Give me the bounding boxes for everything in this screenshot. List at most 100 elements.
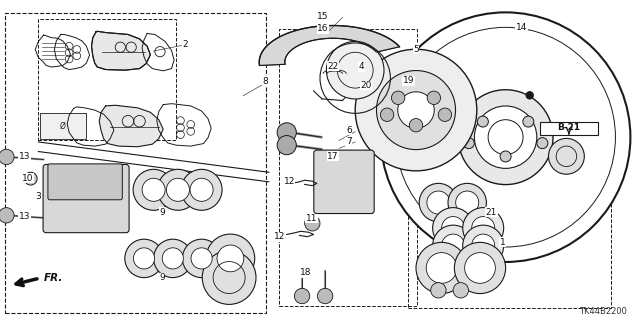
Text: 22: 22 [327,62,339,71]
Circle shape [163,248,184,269]
Text: 5: 5 [413,45,419,54]
Circle shape [463,137,474,149]
Text: 18: 18 [300,268,312,277]
Text: FR.: FR. [44,272,63,283]
Circle shape [376,70,456,150]
Text: 21: 21 [486,208,497,217]
Text: 19: 19 [403,76,414,85]
Bar [408,179,611,308]
Bar [279,29,417,306]
Circle shape [133,169,174,210]
Circle shape [433,208,474,249]
Polygon shape [99,105,163,147]
FancyBboxPatch shape [48,164,122,200]
Circle shape [125,239,163,278]
Circle shape [294,288,310,304]
Polygon shape [259,26,399,65]
Circle shape [142,178,165,201]
Circle shape [448,183,486,222]
Circle shape [500,151,511,162]
Text: 8: 8 [263,77,268,86]
Text: 12: 12 [284,177,295,186]
Circle shape [0,149,14,165]
Circle shape [157,169,198,210]
Circle shape [317,288,333,304]
Circle shape [0,208,14,223]
Text: TK44B2200: TK44B2200 [579,307,627,315]
Circle shape [523,116,534,127]
Circle shape [190,178,213,201]
Text: 15: 15 [317,12,329,21]
Text: 7: 7 [346,137,351,146]
Circle shape [465,253,495,283]
Circle shape [426,253,457,283]
Circle shape [463,225,504,266]
Bar [38,19,176,140]
Text: 2: 2 [183,40,188,48]
FancyBboxPatch shape [314,150,374,213]
Circle shape [381,12,630,262]
Circle shape [537,137,548,149]
Circle shape [206,234,255,283]
Bar [40,113,86,139]
Text: 10: 10 [22,174,33,182]
Text: 17: 17 [327,152,339,161]
Bar [538,123,602,191]
Circle shape [472,217,495,240]
Circle shape [202,251,256,304]
Text: 11: 11 [306,214,317,223]
Text: 3: 3 [36,192,41,201]
Text: 20: 20 [360,81,372,90]
Circle shape [182,239,221,278]
Circle shape [277,136,296,155]
Circle shape [419,183,458,222]
Circle shape [410,119,422,132]
Text: 13: 13 [19,152,30,161]
Text: 13: 13 [19,212,30,221]
Circle shape [548,138,584,174]
Polygon shape [92,31,150,70]
Circle shape [154,239,192,278]
Text: 6: 6 [346,126,351,135]
Text: 4: 4 [359,63,364,71]
Circle shape [355,49,477,171]
Circle shape [305,216,320,231]
Circle shape [134,248,155,269]
Circle shape [433,225,474,266]
Text: Ø: Ø [60,122,66,130]
Circle shape [526,92,534,99]
Bar [5,13,266,313]
Circle shape [472,234,495,257]
Circle shape [392,91,405,105]
Circle shape [380,108,394,122]
Circle shape [431,283,446,298]
Text: B-21: B-21 [557,123,580,132]
Bar [422,209,453,222]
Circle shape [456,191,479,214]
Circle shape [442,234,465,257]
Circle shape [427,91,440,105]
Circle shape [398,92,435,128]
Circle shape [453,283,468,298]
Text: 12: 12 [274,232,285,241]
Text: 16: 16 [317,24,329,33]
Circle shape [458,90,553,185]
Circle shape [454,242,506,293]
Circle shape [474,106,537,168]
Circle shape [166,178,189,201]
Text: 1: 1 [500,238,505,247]
Circle shape [181,169,222,210]
Circle shape [438,108,452,122]
Circle shape [326,41,384,99]
Circle shape [463,208,504,249]
Circle shape [477,116,488,127]
Circle shape [442,217,465,240]
Circle shape [191,248,212,269]
FancyBboxPatch shape [43,165,129,233]
Circle shape [277,123,296,142]
Text: 14: 14 [516,23,527,32]
Text: 9: 9 [159,208,164,217]
Circle shape [217,245,244,272]
Text: 9: 9 [159,273,164,282]
Circle shape [24,172,37,185]
